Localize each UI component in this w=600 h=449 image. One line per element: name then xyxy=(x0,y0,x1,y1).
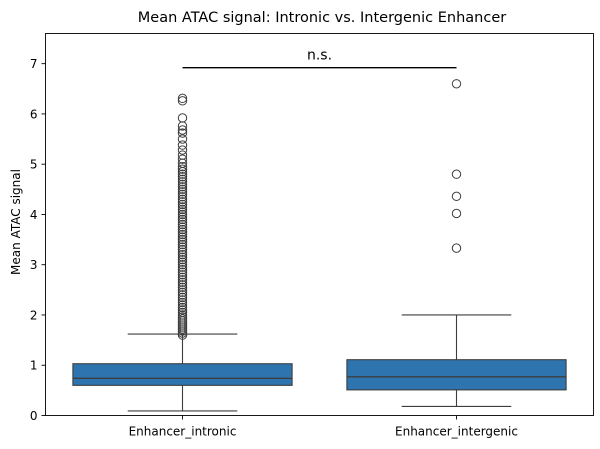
outlier-point xyxy=(177,272,188,282)
outlier-point xyxy=(177,290,188,300)
y-tick-label: 4 xyxy=(30,208,38,222)
outlier-point xyxy=(177,227,188,237)
outlier-point xyxy=(177,282,188,293)
outlier-point xyxy=(177,297,188,308)
outlier-point xyxy=(177,179,188,189)
outlier-point xyxy=(177,302,188,313)
significance-label: n.s. xyxy=(307,48,332,64)
outlier-point xyxy=(177,192,188,202)
outlier-point xyxy=(177,300,188,310)
plot-area: 0 1 2 3 4 5 6 7 Enhancer_intronic Enhancer_interg… xyxy=(30,48,567,439)
y-tick-label: 6 xyxy=(30,107,38,121)
outlier-point xyxy=(451,79,462,89)
outlier-point xyxy=(177,244,188,255)
outlier-point xyxy=(177,150,188,160)
outlier-point xyxy=(177,277,188,288)
outlier-point xyxy=(177,217,188,227)
outlier-point xyxy=(177,242,188,252)
outlier-point xyxy=(177,267,188,277)
outlier-point xyxy=(177,265,188,275)
outlier-point xyxy=(177,209,188,220)
outlier-point xyxy=(177,234,188,245)
box-iqr xyxy=(346,359,567,391)
outlier-point xyxy=(177,177,188,187)
outlier-point xyxy=(177,239,188,250)
y-tick-label: 2 xyxy=(30,308,38,322)
outlier-point xyxy=(451,191,462,202)
outlier-point xyxy=(177,257,188,267)
outlier-point xyxy=(177,214,188,225)
y-tick-label: 7 xyxy=(30,57,38,71)
outlier-point xyxy=(451,243,462,253)
outlier-point xyxy=(177,287,188,298)
outlier-point xyxy=(451,208,462,219)
outlier-point xyxy=(177,232,188,242)
outlier-point xyxy=(177,292,188,303)
outlier-point xyxy=(177,207,188,217)
outlier-point xyxy=(177,172,188,182)
outlier-point xyxy=(177,134,188,144)
outlier-point xyxy=(451,169,462,179)
outlier-point xyxy=(177,247,188,257)
outlier-point xyxy=(177,187,188,197)
outlier-point xyxy=(177,169,188,179)
outlier-point xyxy=(177,164,188,174)
y-tick-label: 5 xyxy=(30,158,38,172)
outlier-point xyxy=(177,212,188,222)
outlier-point xyxy=(177,254,188,265)
outlier-point xyxy=(177,280,188,290)
outlier-point xyxy=(177,182,188,192)
outlier-point xyxy=(177,224,188,235)
outlier-point xyxy=(177,310,188,320)
outlier-point xyxy=(177,145,188,155)
outlier-point xyxy=(177,189,188,200)
outlier-point xyxy=(177,260,188,270)
outlier-point xyxy=(177,307,188,318)
box-iqr xyxy=(72,363,293,386)
x-tick-label: Enhancer_intergenic xyxy=(395,425,518,439)
outlier-point xyxy=(177,252,188,262)
outlier-point xyxy=(177,285,188,295)
outlier-point xyxy=(177,295,188,305)
outlier-point xyxy=(177,249,188,260)
outlier-point xyxy=(177,219,188,230)
y-tick-label: 1 xyxy=(30,359,38,373)
outlier-point xyxy=(177,275,188,285)
outlier-point xyxy=(177,184,188,195)
outlier-point xyxy=(177,229,188,240)
outlier-point xyxy=(177,113,188,123)
outlier-point xyxy=(177,96,188,106)
chart-title: Mean ATAC signal: Intronic vs. Intergeni… xyxy=(138,10,506,26)
outlier-point xyxy=(177,93,188,104)
outlier-point xyxy=(177,140,188,150)
outlier-point xyxy=(177,125,188,135)
box-Enhancer_intronic xyxy=(72,93,293,412)
outlier-point xyxy=(177,197,188,207)
outlier-point xyxy=(177,174,188,184)
outlier-point xyxy=(177,194,188,205)
box-Enhancer_intergenic xyxy=(346,79,567,408)
outlier-point xyxy=(177,262,188,272)
x-tick-label: Enhancer_intronic xyxy=(129,425,237,439)
y-tick-label: 0 xyxy=(30,409,38,423)
y-axis-label: Mean ATAC signal xyxy=(9,169,23,275)
outlier-point xyxy=(177,199,188,210)
outlier-point xyxy=(177,237,188,247)
plot-frame xyxy=(45,33,594,416)
outlier-point xyxy=(177,161,188,172)
outlier-point xyxy=(177,204,188,215)
outlier-point xyxy=(177,305,188,315)
outlier-point xyxy=(177,154,188,164)
outlier-point xyxy=(177,128,188,138)
outlier-point xyxy=(177,222,188,232)
outlier-point xyxy=(177,202,188,212)
y-tick-label: 3 xyxy=(30,258,38,272)
outlier-point xyxy=(177,270,188,280)
